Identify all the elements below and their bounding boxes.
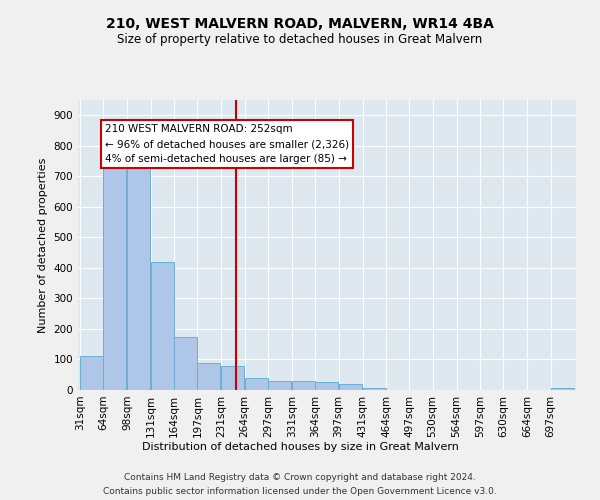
Bar bbox=[362, 388, 386, 390]
Bar bbox=[197, 362, 220, 390]
Y-axis label: Number of detached properties: Number of detached properties bbox=[38, 158, 48, 332]
Text: 210 WEST MALVERN ROAD: 252sqm
← 96% of detached houses are smaller (2,326)
4% of: 210 WEST MALVERN ROAD: 252sqm ← 96% of d… bbox=[105, 124, 349, 164]
Bar bbox=[80, 356, 103, 390]
Text: 210, WEST MALVERN ROAD, MALVERN, WR14 4BA: 210, WEST MALVERN ROAD, MALVERN, WR14 4B… bbox=[106, 18, 494, 32]
Bar bbox=[151, 262, 174, 390]
Text: Distribution of detached houses by size in Great Malvern: Distribution of detached houses by size … bbox=[142, 442, 458, 452]
Bar bbox=[174, 336, 197, 390]
Bar bbox=[551, 388, 574, 390]
Text: Contains HM Land Registry data © Crown copyright and database right 2024.: Contains HM Land Registry data © Crown c… bbox=[124, 472, 476, 482]
Text: Contains public sector information licensed under the Open Government Licence v3: Contains public sector information licen… bbox=[103, 486, 497, 496]
Bar bbox=[292, 381, 315, 390]
Text: Size of property relative to detached houses in Great Malvern: Size of property relative to detached ho… bbox=[118, 32, 482, 46]
Bar bbox=[338, 384, 362, 390]
Bar bbox=[245, 378, 268, 390]
Bar bbox=[268, 381, 291, 390]
Bar bbox=[316, 382, 338, 390]
Bar bbox=[103, 166, 127, 390]
Bar bbox=[221, 366, 244, 390]
Bar bbox=[127, 166, 151, 390]
